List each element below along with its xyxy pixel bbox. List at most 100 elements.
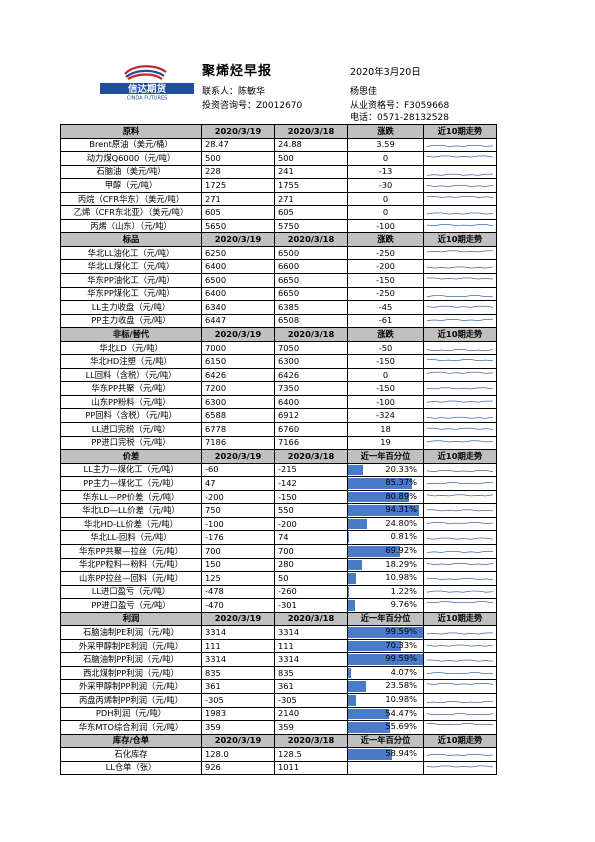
change-value: -250 xyxy=(347,245,424,261)
table-row: PP进口盈亏（元/吨） -470 -301 9.76% xyxy=(60,598,497,613)
contact-label: 联系人：陈敏华 xyxy=(202,87,266,97)
trend-sparkline xyxy=(423,178,497,193)
percentile-bar xyxy=(348,722,390,733)
percentile-bar xyxy=(348,532,349,543)
column-header: 近一年百分位 xyxy=(347,449,424,464)
value-previous: 359 xyxy=(274,720,348,735)
section-header-row: 原料 2020/3/19 2020/3/18 涨跌 近10期走势 xyxy=(60,124,497,139)
table-row: 石脑油制PP利润（元/吨） 3314 3314 99.59% xyxy=(60,652,497,667)
percentile-value: 10.98% xyxy=(385,693,417,704)
trend-sparkline xyxy=(423,286,497,302)
sparkline-icon xyxy=(426,195,494,198)
value-current: 6588 xyxy=(201,408,275,424)
percentile-bar xyxy=(348,600,356,611)
value-previous: -260 xyxy=(274,584,348,600)
value-current: 1725 xyxy=(201,178,275,193)
column-header: 近10期走势 xyxy=(423,449,497,464)
percentile-value: 24.80% xyxy=(385,517,417,528)
table-row: 外采甲醇制PP利润（元/吨） 361 361 23.58% xyxy=(60,679,497,694)
table-row: 动力煤Q6000（元/吨） 500 500 0 xyxy=(60,151,497,166)
sparkline-icon xyxy=(426,550,493,553)
sparkline-icon xyxy=(426,305,494,308)
percentile-cell: 99.59% xyxy=(347,625,424,640)
trend-sparkline xyxy=(423,273,497,288)
sparkline-icon xyxy=(426,644,494,647)
value-current: 271 xyxy=(201,191,275,207)
value-previous: 605 xyxy=(274,205,348,220)
percentile-value: 58.94% xyxy=(385,748,417,759)
svg-text:信达期货: 信达期货 xyxy=(128,83,167,95)
row-label: 石化库存 xyxy=(60,747,202,762)
change-value: -100 xyxy=(347,394,424,410)
change-value: -45 xyxy=(347,300,424,315)
row-label: 华北LL煤化工（元/吨） xyxy=(60,259,202,274)
change-value: 0 xyxy=(347,205,424,220)
trend-sparkline xyxy=(423,584,497,600)
value-current: 835 xyxy=(201,665,275,681)
sparkline-icon xyxy=(426,754,494,756)
analyst-name: 杨思佳 xyxy=(350,87,378,97)
value-previous: 7050 xyxy=(274,340,348,356)
value-current: 6400 xyxy=(201,286,275,302)
table-row: LL仓单（张） 926 1011 xyxy=(60,760,497,776)
value-previous: -200 xyxy=(274,516,348,532)
table-row: 石脑油制PE利润（元/吨） 3314 3314 99.59% xyxy=(60,625,497,640)
percentile-value: 1.22% xyxy=(390,585,417,596)
percentile-bar xyxy=(348,518,367,530)
percentile-cell: 69.92% xyxy=(347,543,424,559)
percentile-cell: 1.22% xyxy=(347,584,424,600)
table-row: 华北LD（元/吨） 7000 7050 -50 xyxy=(60,340,497,356)
trend-sparkline xyxy=(423,313,497,329)
percentile-value: 70.33% xyxy=(385,639,417,650)
sparkline-icon xyxy=(426,601,494,604)
sparkline-icon xyxy=(426,440,494,442)
percentile-bar xyxy=(348,654,423,665)
trend-sparkline xyxy=(423,259,497,274)
row-label: 华北PP粒料—粉料（元/吨） xyxy=(60,557,202,573)
license-number: 从业资格号：F3059668 xyxy=(350,101,450,111)
section-header-row: 标品 2020/3/19 2020/3/18 涨跌 近10期走势 xyxy=(60,232,497,247)
table-row: LL进口完税（元/吨） 6778 6760 18 xyxy=(60,422,497,437)
sparkline-icon xyxy=(426,277,494,280)
table-row: 华东PP共聚（元/吨） 7200 7350 -150 xyxy=(60,381,497,396)
percentile-value: 18.29% xyxy=(385,558,417,569)
column-header: 2020/3/18 xyxy=(274,327,348,342)
table-row: 华北LL-回料（元/吨） -176 74 0.81% xyxy=(60,530,497,545)
sparkline-icon xyxy=(426,400,493,403)
change-value: 0 xyxy=(347,151,424,166)
column-header: 2020/3/19 xyxy=(201,232,275,247)
percentile-value: 4.07% xyxy=(390,666,417,677)
trend-sparkline xyxy=(423,692,497,708)
change-value: -250 xyxy=(347,286,424,302)
value-previous: 5750 xyxy=(274,218,348,234)
value-previous: 361 xyxy=(274,679,348,694)
trend-sparkline xyxy=(423,151,497,166)
trend-sparkline xyxy=(423,422,497,437)
value-previous: -142 xyxy=(274,476,348,491)
percentile-cell: 85.37% xyxy=(347,476,424,491)
section-header-row: 库存/仓单 2020/3/19 2020/3/18 近一年百分位 近10期走势 xyxy=(60,733,497,749)
table-row: 华东PP共聚—拉丝（元/吨） 700 700 69.92% xyxy=(60,543,497,559)
value-current: 6778 xyxy=(201,422,275,437)
value-previous: 6508 xyxy=(274,313,348,329)
sparkline-icon xyxy=(426,538,494,540)
value-current: 6150 xyxy=(201,354,275,369)
value-previous: 550 xyxy=(274,503,348,518)
value-current: 7000 xyxy=(201,340,275,356)
trend-sparkline xyxy=(423,625,497,640)
value-current: 7200 xyxy=(201,381,275,396)
percentile-cell: 80.89% xyxy=(347,489,424,505)
row-label: 华东LL—PP价差（元/吨） xyxy=(60,489,202,505)
percentile-cell: 55.69% xyxy=(347,720,424,735)
value-previous: 7350 xyxy=(274,381,348,396)
value-current: 5650 xyxy=(201,218,275,234)
value-previous: 74 xyxy=(274,530,348,545)
sparkline-icon xyxy=(426,701,493,703)
trend-sparkline xyxy=(423,340,497,356)
row-label: PP主力收盘（元/吨） xyxy=(60,313,202,329)
change-value: -200 xyxy=(347,259,424,274)
column-header: 近一年百分位 xyxy=(347,733,424,749)
value-current: 361 xyxy=(201,679,275,694)
row-label: 丙烷（CFR华东）（美元/吨） xyxy=(60,191,202,207)
percentile-cell xyxy=(347,760,424,776)
